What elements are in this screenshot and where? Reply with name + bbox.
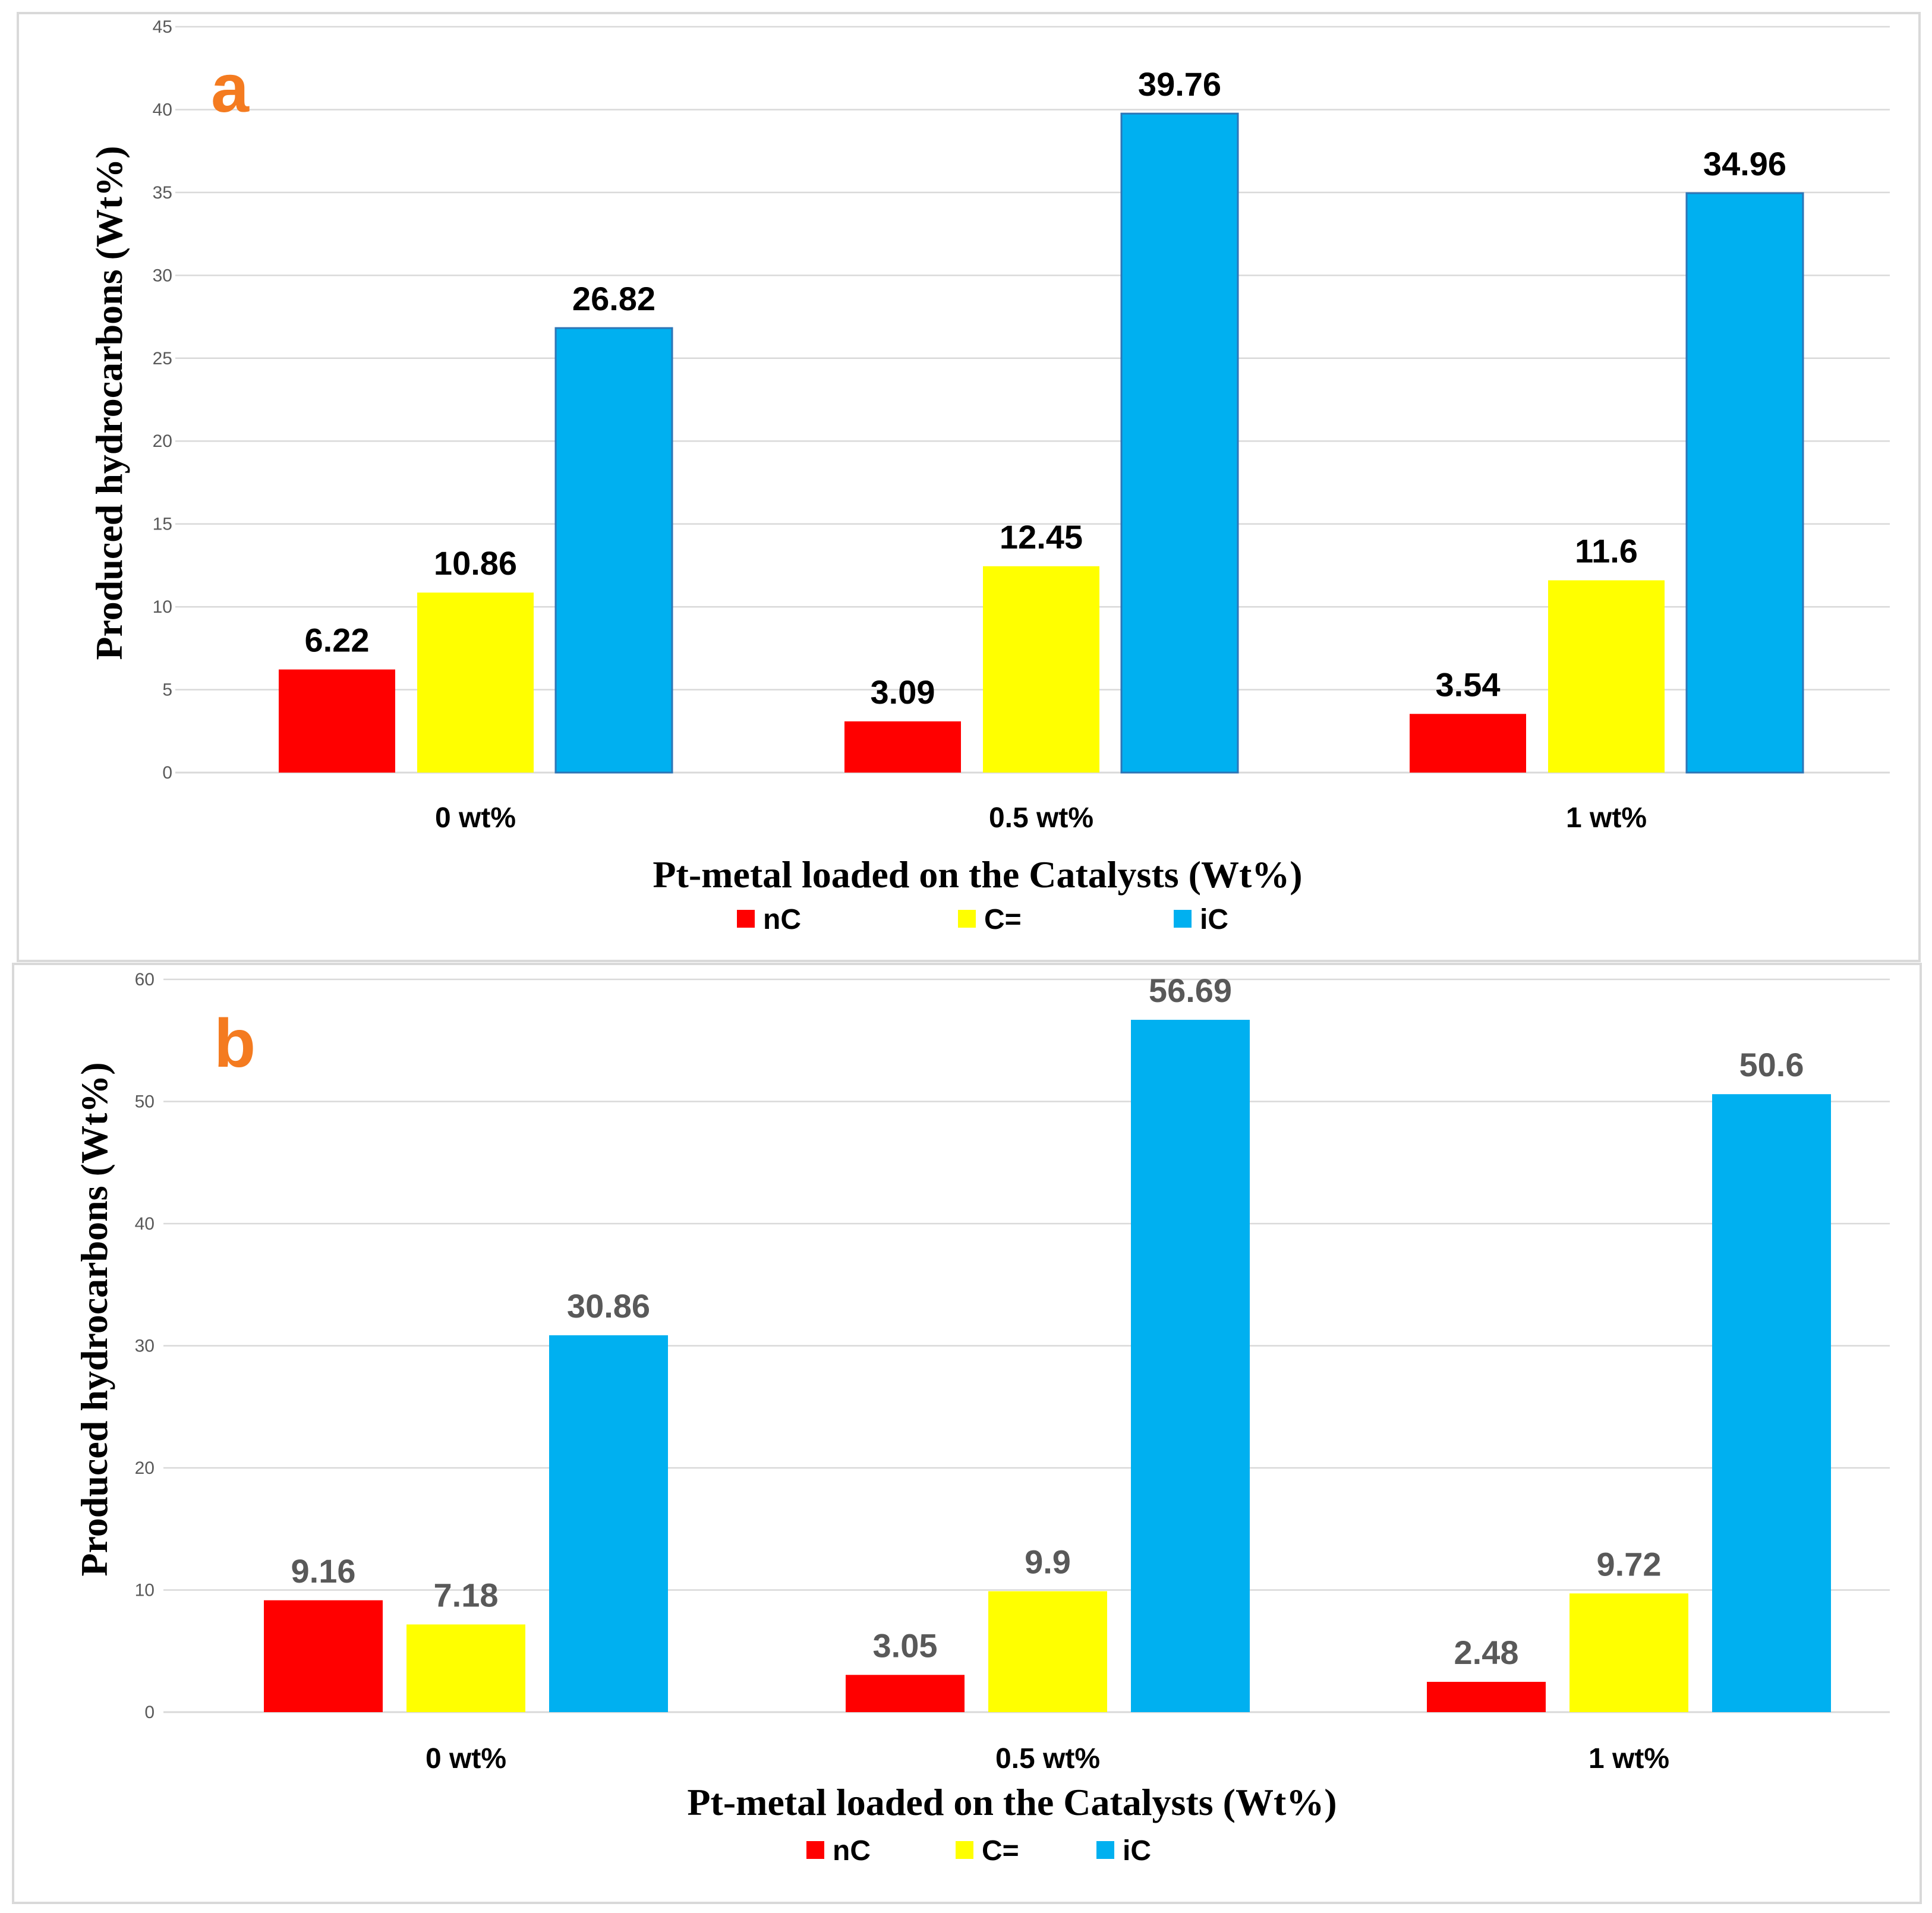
panel-b-legend-swatch-ceq <box>956 1841 973 1859</box>
panel-b-bar-ic-1-wtpct <box>1712 1094 1831 1712</box>
panel-a-x-tick-1-wtpct: 1 wt% <box>1566 802 1647 834</box>
panel-a-data-label-ic-0-5-wtpct: 39.76 <box>1138 65 1221 103</box>
panel-a-legend: nC C= iC <box>737 904 1228 935</box>
panel-a-y-tick-20: 20 <box>153 431 172 451</box>
panel-a-y-tick-labels: 0 5 10 15 20 25 30 35 40 45 <box>153 17 172 783</box>
panel-b-bar-ceq-1-wtpct <box>1569 1593 1688 1712</box>
panel-a-legend-swatch-nc <box>737 910 755 928</box>
panel-a-data-label-ceq-1-wtpct: 11.6 <box>1575 532 1638 569</box>
panel-a-data-label-nc-1-wtpct: 3.54 <box>1436 666 1501 703</box>
panel-a-bar-ic-0-5-wtpct <box>1120 112 1239 774</box>
panel-a-y-tick-30: 30 <box>153 266 172 285</box>
panel-a-bar-ic-1-wtpct <box>1685 192 1804 774</box>
panel-b-y-tick-labels: 0 10 20 30 40 50 60 <box>135 970 155 1722</box>
panel-b-x-tick-0-5-wtpct: 0.5 wt% <box>995 1743 1100 1775</box>
panel-a-x-tick-0-5-wtpct: 0.5 wt% <box>989 802 1093 834</box>
panel-b-bar-nc-1-wtpct <box>1427 1682 1546 1712</box>
panel-b-y-tick-30: 30 <box>135 1337 155 1356</box>
panel-a-y-tick-35: 35 <box>153 183 172 203</box>
panel-b-y-axis-title: Produced hydrocarbons (Wt%) <box>73 1062 115 1576</box>
panel-b-legend-label-nc: nC <box>833 1835 871 1867</box>
panel-b-bars <box>264 1020 1831 1712</box>
panel-b-y-tick-50: 50 <box>135 1092 155 1112</box>
panel-b-legend: nC C= iC <box>806 1835 1151 1867</box>
panel-b-data-label-nc-0-wtpct: 9.16 <box>291 1552 356 1590</box>
panel-b-y-tick-10: 10 <box>135 1581 155 1600</box>
panel-b-y-tick-0: 0 <box>144 1703 155 1722</box>
panel-a-bar-ceq-0-wtpct <box>417 593 534 773</box>
panel-b-y-tick-40: 40 <box>135 1214 155 1234</box>
panel-a-legend-label-ceq: C= <box>984 904 1022 935</box>
panel-b-y-tick-20: 20 <box>135 1458 155 1478</box>
panel-b-bar-ceq-0-wtpct <box>406 1624 525 1712</box>
panel-a-x-tick-0-wtpct: 0 wt% <box>435 802 516 834</box>
panel-b-bar-nc-0-5-wtpct <box>846 1675 965 1712</box>
panel-a-y-tick-45: 45 <box>153 17 172 37</box>
panel-a-frame <box>17 12 1921 962</box>
panel-a-bar-ceq-1-wtpct <box>1548 580 1665 773</box>
panel-a-data-label-nc-0-wtpct: 6.22 <box>305 622 370 659</box>
panel-a-y-tick-10: 10 <box>153 597 172 617</box>
panel-a-legend-label-ic: iC <box>1200 904 1228 935</box>
panel-b-frame <box>12 963 1922 1904</box>
panel-a-y-tick-25: 25 <box>153 349 172 368</box>
panel-b-bar-ic-0-wtpct <box>549 1335 668 1712</box>
panel-a-x-axis-title: Pt-metal loaded on the Catalysts (Wt%) <box>653 853 1302 896</box>
panel-b-data-label-ic-0-wtpct: 30.86 <box>567 1287 650 1325</box>
panel-b-data-label-ic-1-wtpct: 50.6 <box>1739 1046 1804 1083</box>
panel-b-x-tick-0-wtpct: 0 wt% <box>426 1743 506 1775</box>
panel-a-data-label-ic-1-wtpct: 34.96 <box>1703 145 1786 182</box>
panel-a-y-tick-40: 40 <box>153 100 172 119</box>
panel-b-bar-nc-0-wtpct <box>264 1600 383 1712</box>
panel-b-data-label-ceq-0-wtpct: 7.18 <box>434 1576 499 1613</box>
panel-b-legend-label-ic: iC <box>1123 1835 1151 1867</box>
panel-a-bar-nc-0-wtpct <box>279 669 395 773</box>
panel-a-y-axis-title: Produced hydrocarbons (Wt%) <box>88 146 130 660</box>
panel-b-x-tick-1-wtpct: 1 wt% <box>1589 1743 1669 1775</box>
panel-a-y-tick-0: 0 <box>162 763 172 783</box>
panel-a-legend-label-nc: nC <box>763 904 801 935</box>
panel-a-bar-ic-0-wtpct <box>554 327 673 774</box>
panel-b-bar-ic-0-5-wtpct <box>1131 1020 1250 1712</box>
panel-b-data-label-nc-0-5-wtpct: 3.05 <box>873 1627 938 1664</box>
panel-b-legend-swatch-nc <box>806 1841 824 1859</box>
panel-a-data-label-ceq-0-5-wtpct: 12.45 <box>1000 518 1083 556</box>
panel-b-data-label-nc-1-wtpct: 2.48 <box>1454 1634 1519 1671</box>
panel-b-data-label-ceq-0-5-wtpct: 9.9 <box>1025 1543 1071 1581</box>
panel-a-legend-swatch-ic <box>1174 910 1192 928</box>
panel-a-bars <box>279 112 1804 774</box>
panel-a-x-tick-labels: 0 wt% 0.5 wt% 1 wt% <box>435 802 1647 834</box>
panel-a-data-labels: 6.22 3.09 3.54 10.86 12.45 11.6 26.82 39.76 34.9… <box>305 65 1787 711</box>
panel-a-legend-swatch-ceq <box>958 910 976 928</box>
panel-a-letter: a <box>211 51 250 127</box>
panel-a-data-label-nc-0-5-wtpct: 3.09 <box>871 673 935 711</box>
panel-b-y-tick-60: 60 <box>135 970 155 989</box>
panel-b-legend-swatch-ic <box>1096 1841 1114 1859</box>
panel-a-data-label-ceq-0-wtpct: 10.86 <box>434 544 517 582</box>
panel-a-y-tick-15: 15 <box>153 515 172 534</box>
panel-a-bar-nc-0-5-wtpct <box>844 721 961 773</box>
panel-a-bar-ceq-0-5-wtpct <box>983 566 1099 773</box>
panel-b-data-label-ceq-1-wtpct: 9.72 <box>1597 1545 1662 1583</box>
panel-b-letter: b <box>214 1006 256 1082</box>
panel-b-legend-label-ceq: C= <box>982 1835 1019 1867</box>
panel-b-data-labels: 9.16 3.05 2.48 7.18 9.9 9.72 30.86 56.69 50.6 <box>291 972 1804 1671</box>
panel-a-bar-nc-1-wtpct <box>1410 714 1526 773</box>
panel-a-y-tick-5: 5 <box>162 680 172 700</box>
panel-b-bar-ceq-0-5-wtpct <box>988 1591 1107 1712</box>
panel-b-x-tick-labels: 0 wt% 0.5 wt% 1 wt% <box>426 1743 1669 1775</box>
panel-b-x-axis-title: Pt-metal loaded on the Catalysts (Wt%) <box>687 1781 1337 1823</box>
panel-b-data-label-ic-0-5-wtpct: 56.69 <box>1149 972 1232 1009</box>
panel-a-data-label-ic-0-wtpct: 26.82 <box>572 280 655 317</box>
